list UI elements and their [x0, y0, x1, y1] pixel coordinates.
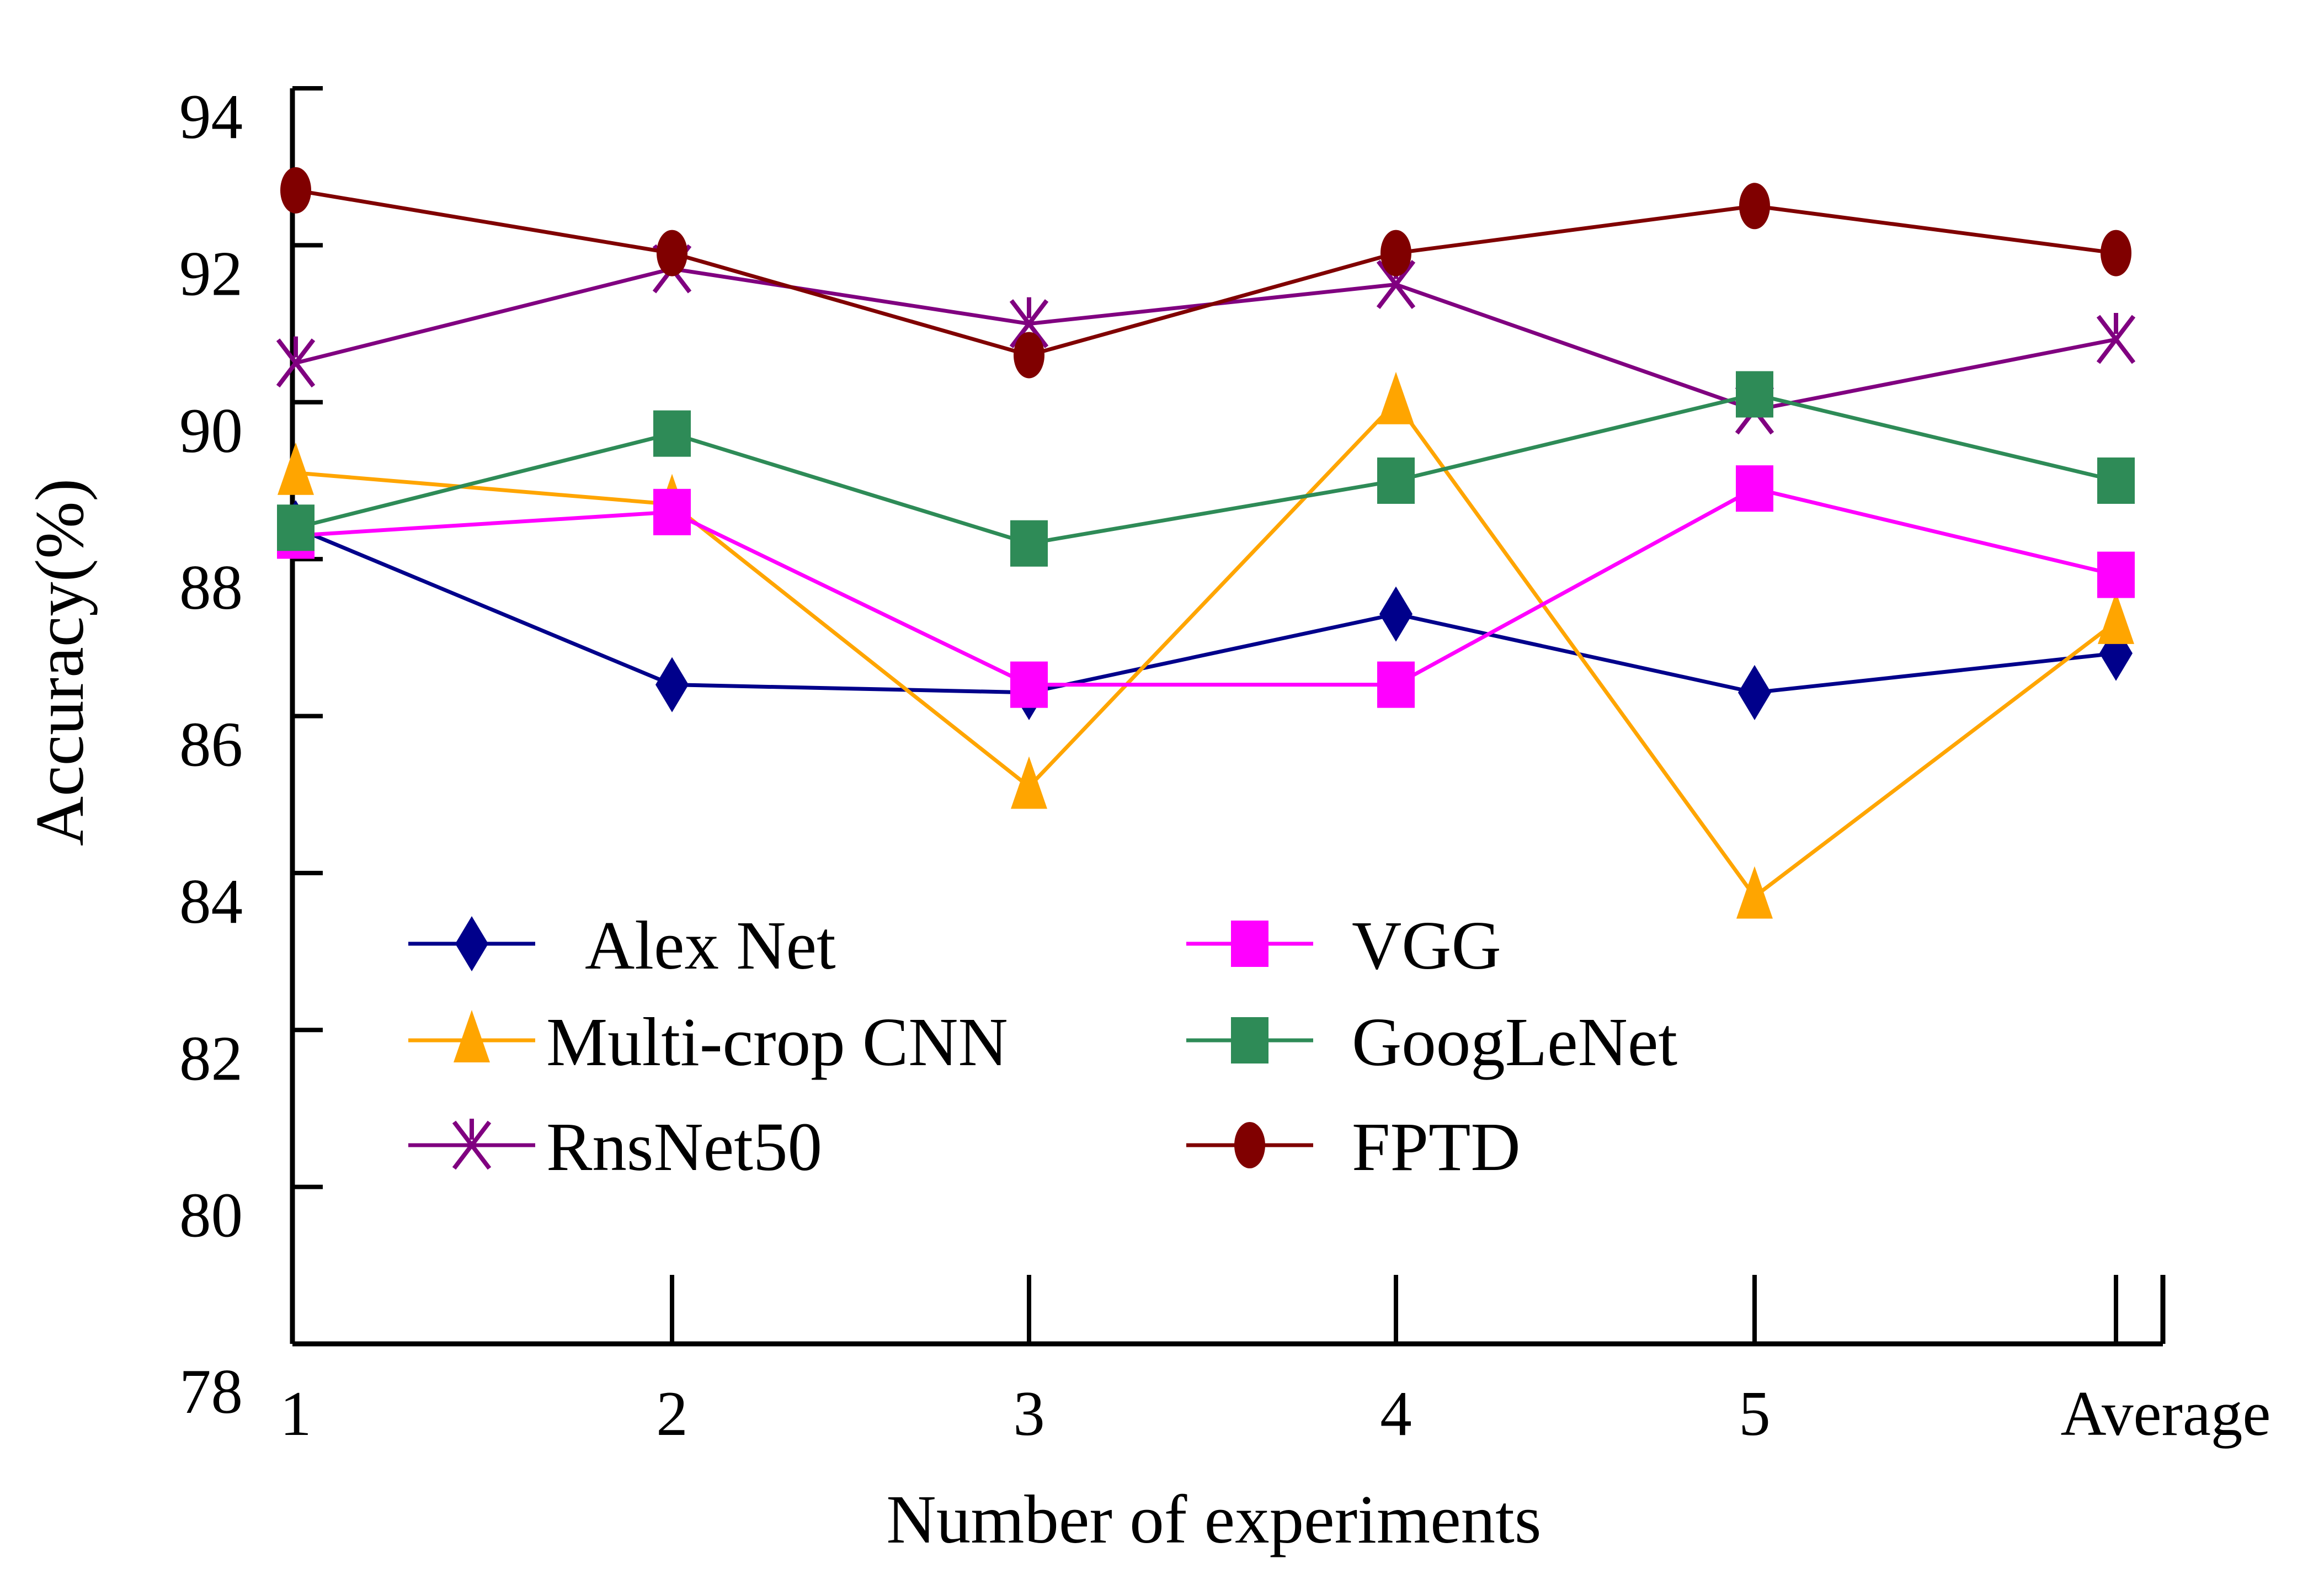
legend-item: FPTD [1186, 1109, 1521, 1185]
legend-swatch-diamond [455, 916, 488, 971]
legend-swatch-square [1231, 921, 1268, 967]
x-axis-title: Number of experiments [886, 1482, 1541, 1558]
x-tick-label: 4 [1380, 1379, 1412, 1449]
data-point-triangle [1736, 866, 1773, 919]
data-point-square [1377, 661, 1415, 708]
series-line [295, 267, 2117, 412]
legend-item: GoogLeNet [1186, 1004, 1677, 1081]
axes: 78 80 82 84 86 88 90 92 94 1 2 3 4 5 Average [179, 82, 2270, 1449]
data-point-diamond [1379, 586, 1412, 642]
data-point-square [1010, 661, 1048, 708]
x-tick-label: 2 [656, 1379, 688, 1449]
data-point-square [653, 410, 691, 457]
series-line [295, 486, 2117, 687]
data-point-circle [657, 230, 687, 276]
data-point-circle [1739, 183, 1770, 230]
data-point-circle [1380, 230, 1411, 276]
series-line [295, 392, 2117, 546]
data-point-triangle [1011, 756, 1047, 809]
legend-swatch-square [1231, 1017, 1268, 1063]
legend-label: RnsNet50 [546, 1109, 822, 1185]
legend-swatch-x [452, 1119, 492, 1170]
data-point-square [2097, 551, 2135, 598]
data-point-square [1377, 457, 1415, 504]
y-tick-label: 92 [179, 238, 243, 309]
data-point-circle [280, 167, 311, 214]
data-point-x [276, 336, 316, 388]
legend-label: Multi-crop CNN [546, 1004, 1008, 1081]
legend-item: Multi-crop CNN [408, 1004, 1008, 1081]
legend-label: VGG [1352, 908, 1501, 984]
data-point-triangle [1378, 371, 1414, 424]
legend-swatch-triangle [454, 1010, 490, 1062]
series-rnsnet50 [276, 242, 2136, 435]
y-tick-label: 90 [179, 396, 243, 466]
data-point-x [2096, 313, 2136, 364]
legend-item: Alex Net [408, 908, 836, 984]
y-tick-label: 88 [179, 552, 243, 623]
data-point-square [1736, 371, 1773, 418]
y-tick-label: 84 [179, 866, 243, 937]
y-tick-label: 80 [179, 1180, 243, 1251]
y-tick-label: 82 [179, 1023, 243, 1093]
series-multi-crop-cnn [278, 371, 2134, 919]
legend-item: VGG [1186, 908, 1501, 984]
data-point-triangle [2098, 591, 2134, 644]
series-fptd [280, 167, 2131, 379]
legend: Alex Net Multi-crop CNN RnsNet50 VGG GoogLeN… [408, 908, 1677, 1185]
series-line [295, 526, 2117, 695]
y-tick-label: 94 [179, 82, 243, 152]
data-point-diamond [655, 657, 689, 712]
series-vgg [277, 465, 2135, 708]
data-point-square [2097, 457, 2135, 504]
data-point-square [653, 488, 691, 535]
data-point-square [1010, 520, 1048, 567]
series-googlenet [277, 371, 2135, 567]
y-tick-label: 86 [179, 710, 243, 780]
series-line [295, 188, 2117, 358]
x-tick-label: 5 [1739, 1379, 1771, 1449]
legend-item: RnsNet50 [408, 1109, 822, 1185]
legend-swatch-circle [1234, 1122, 1265, 1168]
series-alex-net [279, 500, 2133, 720]
series-line [295, 399, 2118, 900]
legend-label: GoogLeNet [1352, 1004, 1677, 1081]
x-tick-label: Average [2061, 1379, 2271, 1449]
data-point-diamond [1738, 664, 1771, 720]
data-point-circle [2101, 230, 2131, 276]
y-tick-label: 78 [179, 1357, 243, 1427]
data-point-triangle [278, 442, 314, 495]
data-point-square [1736, 465, 1773, 512]
data-point-x [1009, 297, 1049, 348]
x-tick-label: 3 [1013, 1379, 1045, 1449]
legend-label: FPTD [1352, 1109, 1521, 1185]
series-layer [276, 167, 2136, 919]
data-point-square [277, 504, 315, 551]
y-axis-title: Accuracy(%) [22, 478, 98, 846]
x-tick-label: 1 [280, 1379, 312, 1449]
legend-label: Alex Net [585, 908, 836, 984]
data-point-circle [1014, 332, 1044, 379]
